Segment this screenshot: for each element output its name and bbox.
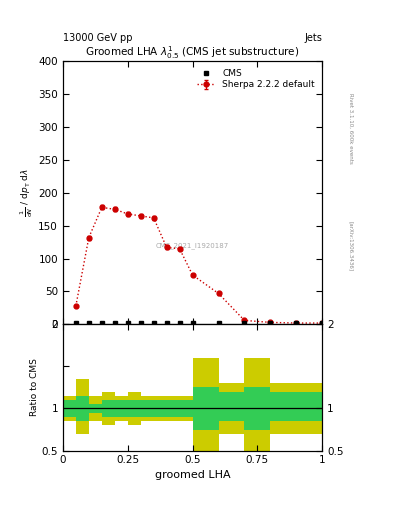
Text: Jets: Jets	[305, 33, 322, 43]
CMS	[151, 320, 156, 326]
CMS	[112, 320, 117, 326]
CMS	[242, 320, 247, 326]
CMS	[73, 320, 78, 326]
Text: 13000 GeV pp: 13000 GeV pp	[63, 33, 132, 43]
CMS	[99, 320, 104, 326]
CMS	[268, 320, 273, 326]
CMS	[125, 320, 130, 326]
Y-axis label: $\frac{1}{\mathrm{d}N}$ / $\mathrm{d}p_\mathrm{T}$ $\mathrm{d}\lambda$: $\frac{1}{\mathrm{d}N}$ / $\mathrm{d}p_\…	[19, 168, 35, 218]
CMS	[138, 320, 143, 326]
CMS	[190, 320, 195, 326]
Text: Rivet 3.1.10, 600k events: Rivet 3.1.10, 600k events	[348, 93, 353, 163]
CMS	[86, 320, 91, 326]
CMS	[164, 320, 169, 326]
Line: CMS: CMS	[74, 321, 324, 325]
CMS	[216, 320, 221, 326]
Title: Groomed LHA $\lambda^{1}_{0.5}$ (CMS jet substructure): Groomed LHA $\lambda^{1}_{0.5}$ (CMS jet…	[85, 45, 300, 61]
CMS	[177, 320, 182, 326]
CMS	[294, 320, 299, 326]
Text: CMS_2021_I1920187: CMS_2021_I1920187	[156, 242, 229, 249]
Text: [arXiv:1306.3436]: [arXiv:1306.3436]	[348, 221, 353, 271]
CMS	[320, 320, 325, 326]
X-axis label: groomed LHA: groomed LHA	[155, 470, 230, 480]
Legend: CMS, Sherpa 2.2.2 default: CMS, Sherpa 2.2.2 default	[195, 66, 318, 92]
Y-axis label: Ratio to CMS: Ratio to CMS	[30, 358, 39, 416]
